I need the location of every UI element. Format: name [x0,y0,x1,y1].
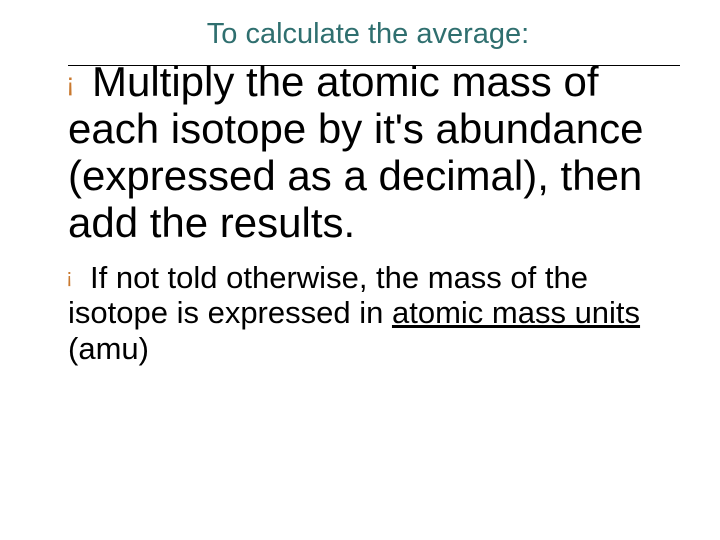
bullet-text-underlined: atomic mass units [392,295,640,330]
bullet-item-2: ¡ If not told otherwise, the mass of the… [68,260,680,366]
slide-title: To calculate the average: [96,18,640,51]
bullet-text: If not told otherwise, the mass of the i… [68,260,680,366]
bullet-marker-icon: ¡ [66,68,75,97]
bullet-marker-icon: ¡ [66,266,73,289]
slide: To calculate the average: ¡ Multiply the… [0,0,720,540]
bullet-item-1: ¡ Multiply the atomic mass of each isoto… [68,58,680,246]
bullet-text-suffix: (amu) [68,331,149,366]
bullet-text: Multiply the atomic mass of each isotope… [68,58,680,246]
